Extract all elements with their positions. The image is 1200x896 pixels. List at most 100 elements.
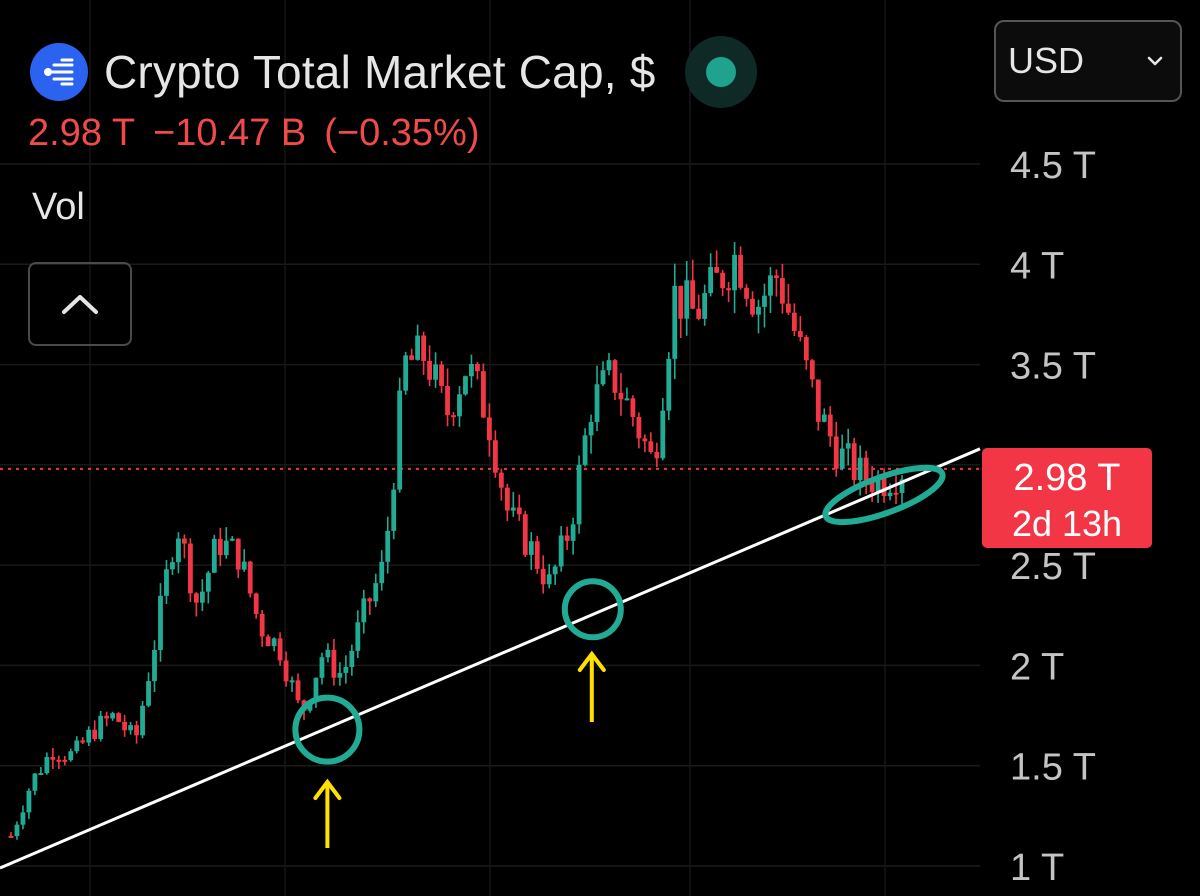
candle-body — [361, 598, 367, 623]
price-tag-countdown: 2d 13h — [1012, 503, 1122, 544]
candle-body — [612, 360, 618, 393]
candle-body — [481, 371, 486, 418]
candle-body — [355, 622, 361, 651]
candle-body — [463, 376, 468, 395]
y-tick-label: 1 T — [1010, 847, 1064, 889]
candle-body — [803, 337, 809, 361]
current-price-label: 2.98 T2d 13h — [982, 448, 1152, 548]
candle-body — [80, 740, 86, 743]
candle-body — [8, 835, 14, 838]
candle-body — [498, 472, 504, 488]
candle-body — [193, 593, 199, 603]
candlestick-series — [8, 242, 905, 840]
y-tick-label: 4 T — [1010, 245, 1064, 287]
candle-body — [265, 636, 271, 647]
candle-body — [851, 443, 857, 481]
candle-body — [92, 729, 98, 739]
last-price: 2.98 T — [28, 112, 136, 154]
candle-body — [259, 613, 265, 637]
candle-body — [152, 649, 157, 682]
up-arrow-icon — [577, 650, 606, 722]
candle-body — [815, 379, 821, 422]
candle-body — [439, 364, 444, 387]
candle-body — [199, 591, 205, 603]
candle-body — [863, 457, 869, 481]
market-status-icon[interactable] — [685, 36, 758, 108]
collapse-indicators-button[interactable] — [28, 262, 132, 346]
y-tick-label: 2.5 T — [1010, 546, 1096, 588]
y-tick-label: 1.5 T — [1010, 747, 1096, 789]
arrow-head — [313, 778, 342, 800]
candle-body — [642, 438, 648, 442]
currency-select[interactable]: USD — [994, 20, 1182, 102]
candle-body — [20, 812, 26, 825]
candle-body — [343, 666, 349, 673]
candle-body — [768, 275, 773, 296]
candle-body — [170, 562, 175, 570]
candle-body — [791, 312, 797, 332]
trendline — [0, 447, 981, 870]
support-touch-marks — [292, 464, 946, 848]
candle-body — [762, 295, 767, 307]
candle-body — [331, 649, 337, 678]
candle-body — [785, 303, 791, 313]
candle-body — [325, 649, 331, 658]
candle-body — [648, 441, 654, 452]
candle-body — [833, 436, 839, 469]
candle-body — [738, 254, 743, 288]
candle-body — [744, 287, 749, 299]
candle-body — [277, 638, 283, 661]
candle-body — [164, 569, 169, 596]
candle-body — [570, 524, 576, 541]
candle-body — [690, 280, 696, 309]
candle-body — [486, 417, 492, 441]
candle-body — [714, 267, 720, 273]
candle-body — [839, 448, 845, 469]
volume-indicator-label[interactable]: Vol — [32, 186, 85, 228]
candle-body — [666, 358, 672, 411]
page-title: Crypto Total Market Cap, $ — [104, 46, 656, 98]
candle-body — [158, 595, 163, 650]
candle-body — [546, 574, 552, 585]
candle-body — [600, 370, 606, 385]
candle-body — [110, 713, 116, 719]
candle-body — [469, 363, 474, 377]
candle-body — [397, 390, 403, 490]
candle-body — [62, 759, 68, 762]
candle-body — [780, 278, 785, 304]
arrow-head — [577, 650, 606, 672]
candle-body — [319, 657, 325, 678]
candle-body — [295, 680, 301, 701]
candle-body — [558, 535, 564, 567]
candle-body — [349, 650, 355, 667]
candle-body — [128, 725, 133, 731]
support-touch-circle — [292, 694, 363, 765]
candle-body — [516, 507, 522, 515]
candle-body — [552, 566, 558, 575]
candle-body — [32, 773, 38, 791]
candle-body — [821, 414, 827, 422]
chevron-up-icon — [62, 295, 98, 314]
candle-body — [211, 538, 217, 573]
support-trendline — [0, 447, 981, 870]
candle-body — [588, 422, 594, 436]
candle-body — [827, 414, 833, 437]
candle-body — [241, 561, 247, 570]
candle-body — [857, 457, 863, 481]
candle-body — [720, 272, 726, 289]
candle-body — [732, 254, 737, 291]
candle-body — [696, 308, 702, 319]
candle-body — [510, 507, 516, 511]
y-tick-label: 3.5 T — [1010, 346, 1096, 388]
crypto-cap-icon[interactable] — [30, 43, 88, 101]
candle-body — [528, 541, 534, 555]
candle-body — [421, 335, 427, 361]
candle-body — [391, 489, 397, 531]
candle-body — [146, 681, 151, 706]
candle-body — [504, 487, 510, 511]
candle-body — [624, 398, 630, 401]
support-touch-circle — [561, 578, 624, 641]
y-tick-label: 2 T — [1010, 646, 1064, 688]
candle-body — [522, 514, 528, 555]
